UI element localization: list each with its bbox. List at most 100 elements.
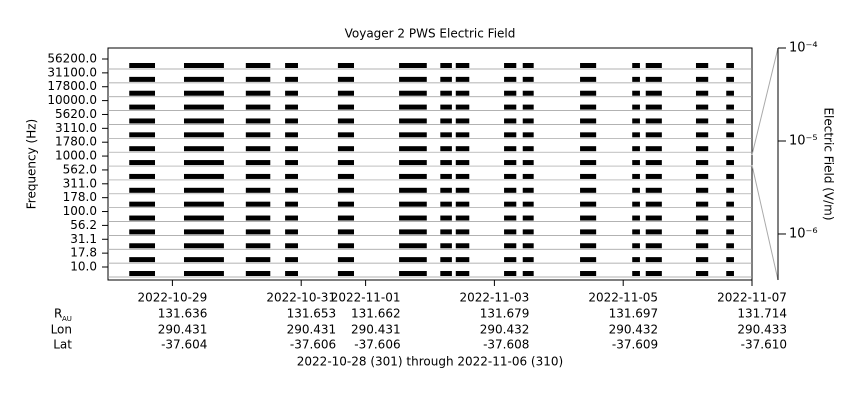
ephemeris-label: R [54,307,62,321]
data-segment [632,215,640,221]
data-segment [183,229,224,235]
data-segment [504,243,517,249]
y-tick-label: 31100.0 [47,65,97,79]
data-segment [285,229,298,235]
plot-frame [107,47,753,281]
data-segment [580,257,597,263]
data-segment [455,76,470,82]
data-segment [285,271,298,276]
data-segment [183,63,224,68]
data-segment [580,63,597,68]
footer: 2022-10-28 (301) through 2022-11-06 (310… [297,355,563,369]
data-segment [183,76,224,82]
data-segment [580,201,597,207]
data-segment [695,215,709,221]
data-segment [726,146,734,152]
y-tick-label: 10.0 [70,260,97,274]
data-segment [245,132,271,138]
data-segment [245,118,271,124]
data-segment [285,201,298,207]
data-segment [695,90,709,96]
data-segment [183,201,224,207]
data-segment [580,215,597,221]
y-tick-label: 3110.0 [55,121,97,135]
x-tick-label: 2022-11-01 [331,291,401,305]
ephemeris-value: 131.636 [158,307,208,321]
data-segment [245,76,271,82]
data-segment [129,215,156,221]
data-segment [337,160,355,166]
data-segment [399,229,427,235]
data-segment [632,243,640,249]
data-segment [129,146,156,152]
data-segment [337,90,355,96]
data-segment [695,271,709,276]
data-segment [183,243,224,249]
data-segment [632,187,640,193]
data-segment [522,257,534,263]
ephemeris-value: -37.608 [483,338,529,352]
data-segment [455,187,470,193]
x-tick-label: 2022-11-05 [588,291,658,305]
data-segment [580,229,597,235]
data-segment [632,271,640,276]
data-segment [522,187,534,193]
x-tick-label: 2022-10-29 [138,291,208,305]
data-segment [440,90,452,96]
data-segment [285,160,298,166]
colorbar-connector [751,164,779,281]
data-segment [129,257,156,263]
data-segment [504,146,517,152]
data-segment [129,243,156,249]
data-segment [455,201,470,207]
data-segment [440,118,452,124]
data-segment [183,187,224,193]
data-segment [183,104,224,110]
data-segment [129,160,156,166]
data-segment [695,243,709,249]
data-segment [632,104,640,110]
data-segment [399,243,427,249]
data-segment [337,63,355,68]
y-tick-label: 56200.0 [47,52,97,66]
data-segment [129,118,156,124]
y-tick-label: 17800.0 [47,79,97,93]
data-segment [337,243,355,249]
data-segment [455,63,470,68]
data-segment [522,243,534,249]
data-segment [440,229,452,235]
data-segment [580,76,597,82]
data-segment [245,187,271,193]
data-segment [504,160,517,166]
ephemeris-value: -37.606 [354,338,400,352]
data-segment [399,63,427,68]
data-segment [129,229,156,235]
data-segment [522,201,534,207]
data-segment [504,63,517,68]
data-segment [632,257,640,263]
data-segment [522,173,534,179]
data-segment [455,160,470,166]
data-segment [129,173,156,179]
data-segment [129,76,156,82]
data-segment [399,160,427,166]
data-segment [129,271,156,276]
data-segment [245,63,271,68]
data-segment [632,90,640,96]
data-segment [522,104,534,110]
data-segment [504,271,517,276]
data-segment [285,104,298,110]
data-segment [399,90,427,96]
ephemeris-label: Lon [51,323,72,337]
data-segment [183,118,224,124]
data-segment [245,104,271,110]
data-segment [580,146,597,152]
data-segment [399,187,427,193]
data-segment [455,118,470,124]
data-segment [440,187,452,193]
data-segment [645,132,662,138]
data-segment [440,215,452,221]
data-segment [399,173,427,179]
data-segment [695,187,709,193]
y2-tick-label: 10⁻⁴ [789,41,818,56]
